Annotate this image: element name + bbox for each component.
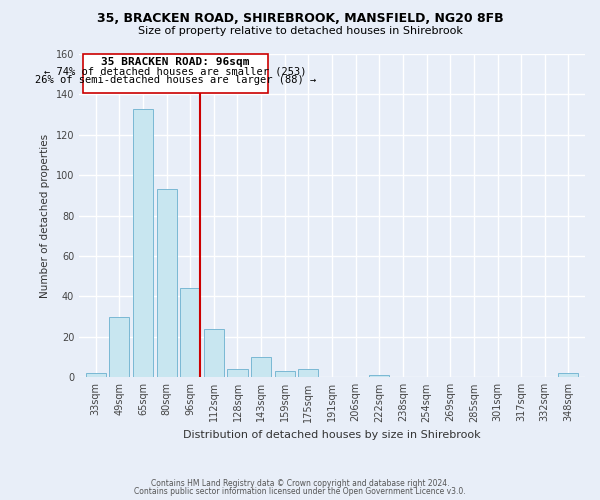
Text: Size of property relative to detached houses in Shirebrook: Size of property relative to detached ho… bbox=[137, 26, 463, 36]
Text: 35, BRACKEN ROAD, SHIREBROOK, MANSFIELD, NG20 8FB: 35, BRACKEN ROAD, SHIREBROOK, MANSFIELD,… bbox=[97, 12, 503, 26]
FancyBboxPatch shape bbox=[83, 54, 268, 94]
Bar bbox=[109, 316, 130, 378]
Bar bbox=[298, 369, 319, 378]
Bar bbox=[204, 329, 224, 378]
X-axis label: Distribution of detached houses by size in Shirebrook: Distribution of detached houses by size … bbox=[183, 430, 481, 440]
Bar bbox=[559, 374, 578, 378]
Text: Contains HM Land Registry data © Crown copyright and database right 2024.: Contains HM Land Registry data © Crown c… bbox=[151, 478, 449, 488]
Bar bbox=[133, 108, 153, 378]
Bar bbox=[369, 376, 389, 378]
Text: ← 74% of detached houses are smaller (253): ← 74% of detached houses are smaller (25… bbox=[44, 66, 307, 76]
Text: 26% of semi-detached houses are larger (88) →: 26% of semi-detached houses are larger (… bbox=[35, 75, 316, 85]
Text: Contains public sector information licensed under the Open Government Licence v3: Contains public sector information licen… bbox=[134, 487, 466, 496]
Text: 35 BRACKEN ROAD: 96sqm: 35 BRACKEN ROAD: 96sqm bbox=[101, 57, 250, 67]
Bar bbox=[227, 369, 248, 378]
Y-axis label: Number of detached properties: Number of detached properties bbox=[40, 134, 50, 298]
Bar bbox=[180, 288, 200, 378]
Bar bbox=[251, 357, 271, 378]
Bar bbox=[157, 190, 176, 378]
Bar bbox=[86, 374, 106, 378]
Bar bbox=[275, 371, 295, 378]
